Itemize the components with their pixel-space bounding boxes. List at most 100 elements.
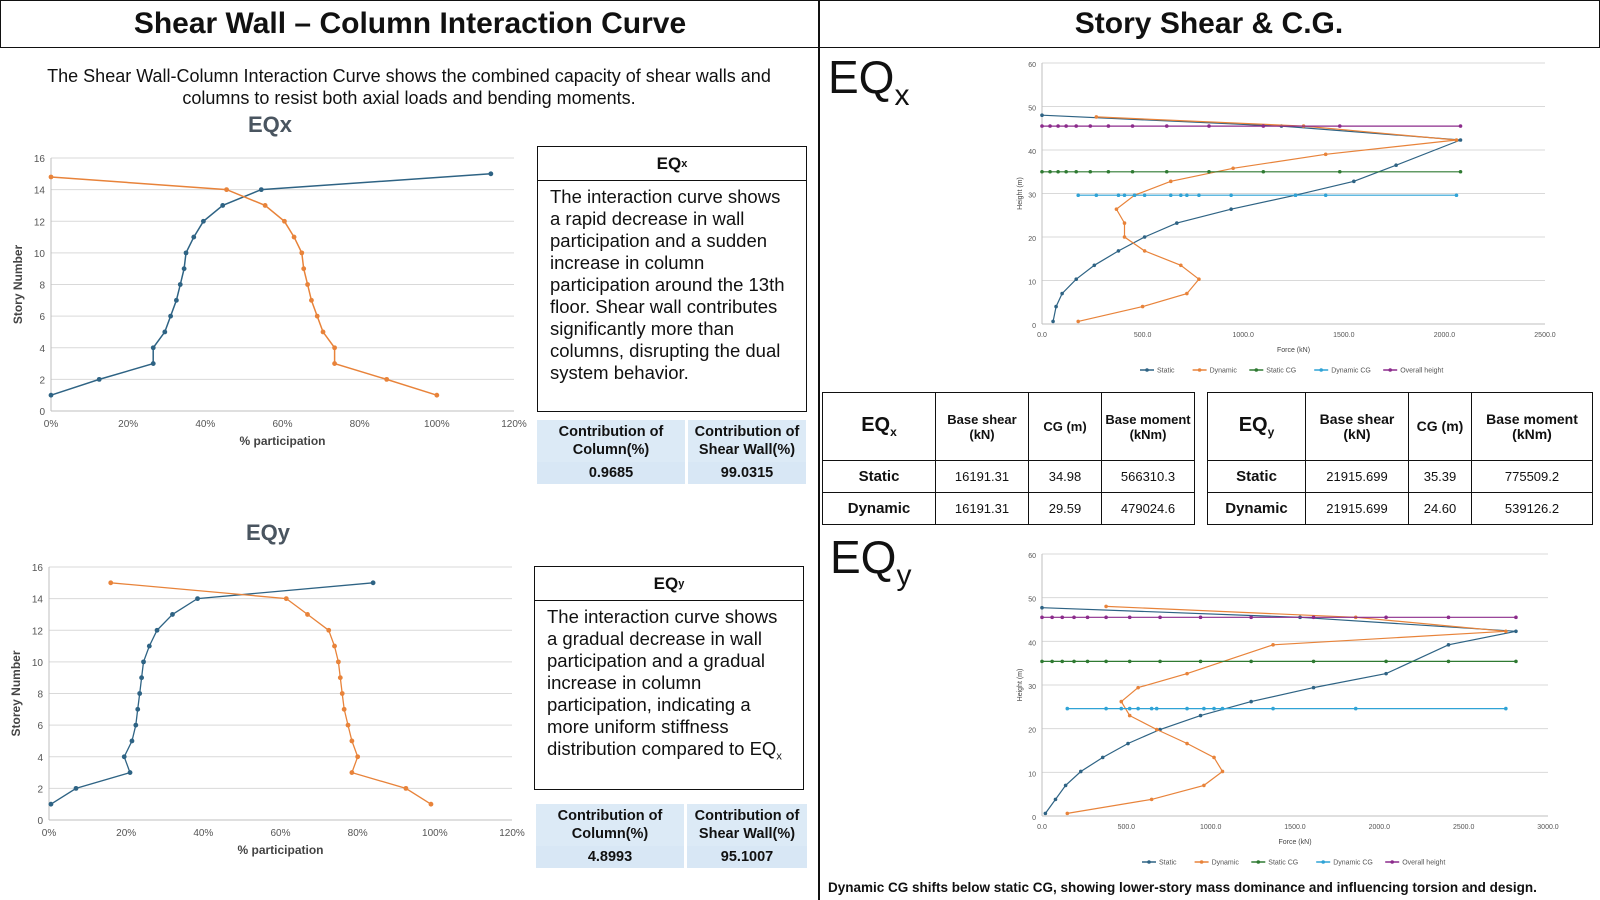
- data-point: [1154, 727, 1159, 732]
- eqx-chart-title: EQx: [248, 112, 293, 137]
- data-point: [1249, 659, 1253, 664]
- y-tick-label: 0: [1032, 323, 1036, 330]
- data-point: [139, 675, 145, 681]
- footer-note: Dynamic CG shifts below static CG, showi…: [828, 880, 1537, 895]
- x-tick-label: 2000.0: [1369, 824, 1391, 831]
- data-point: [1072, 659, 1076, 664]
- data-point: [1198, 615, 1203, 620]
- data-point: [1198, 713, 1203, 718]
- data-point: [299, 250, 305, 256]
- data-point: [1212, 755, 1216, 760]
- x-axis-label: Force (kN): [1277, 347, 1310, 354]
- data-point: [146, 643, 152, 649]
- table-header: Base moment (kNm): [1471, 392, 1593, 461]
- data-point: [1353, 706, 1358, 711]
- data-point: [1076, 193, 1081, 198]
- eqx-story-shear-chart: 0 10 20 30 40 50 60 0.0 500.0 1000.0 1500.0 2000.0 2…: [1017, 62, 1556, 375]
- data-point: [1130, 124, 1135, 128]
- data-point: [1175, 221, 1179, 225]
- eqy-contribution-table: Contribution of Column(%) Contribution of…: [533, 804, 810, 868]
- y-tick-label: 14: [32, 595, 44, 606]
- left-panel-title: Shear Wall – Column Interaction Curve: [0, 0, 820, 48]
- data-point: [1053, 797, 1058, 802]
- x-tick-label: 0.0: [1037, 824, 1047, 831]
- x-tick-label: 40%: [193, 828, 213, 839]
- row-label: Static: [822, 460, 936, 493]
- y-tick-label: 0: [39, 407, 45, 418]
- table-cell: 21915.699: [1305, 460, 1409, 493]
- data-point: [1158, 615, 1162, 620]
- data-point: [1100, 755, 1105, 760]
- data-point: [1249, 615, 1253, 620]
- data-point: [1202, 783, 1206, 788]
- data-point: [1164, 124, 1169, 128]
- data-point: [1104, 706, 1108, 711]
- data-point: [301, 266, 307, 272]
- data-point: [1261, 124, 1266, 128]
- table-cell: 35.39: [1408, 460, 1472, 493]
- data-point: [1207, 169, 1211, 174]
- data-point: [1185, 706, 1189, 711]
- legend-label: Static: [1159, 860, 1177, 867]
- y-tick-label: 12: [32, 626, 44, 637]
- data-point: [1074, 124, 1079, 128]
- eqy-wall-header: Contribution of Shear Wall(%): [687, 804, 807, 846]
- data-point: [137, 691, 143, 696]
- y-tick-label: 40: [1028, 640, 1036, 647]
- data-point: [314, 313, 320, 319]
- data-point: [1207, 124, 1211, 128]
- legend-marker: [1147, 860, 1151, 864]
- data-point: [488, 171, 494, 177]
- data-point: [1271, 643, 1275, 647]
- eqy-box-title: EQ y: [535, 567, 803, 601]
- table-cell: 566310.3: [1101, 460, 1195, 493]
- data-point: [224, 187, 229, 193]
- x-tick-label: 100%: [422, 828, 448, 839]
- data-point: [1164, 169, 1169, 174]
- data-point: [1060, 659, 1065, 664]
- data-point: [1043, 811, 1048, 816]
- data-point: [1056, 124, 1060, 128]
- data-point: [1076, 319, 1081, 324]
- y-tick-label: 50: [1028, 106, 1036, 113]
- data-point: [335, 659, 341, 665]
- x-axis-label: % participation: [237, 843, 323, 857]
- data-point: [1104, 604, 1108, 609]
- data-point: [1384, 659, 1388, 664]
- data-point: [1106, 169, 1111, 174]
- y-tick-label: 40: [1028, 149, 1036, 156]
- data-point: [370, 580, 376, 586]
- data-point: [1054, 304, 1058, 309]
- data-point: [1454, 138, 1459, 142]
- y-tick-label: 10: [32, 658, 44, 669]
- x-tick-label: 120%: [501, 419, 527, 430]
- data-point: [1446, 615, 1451, 620]
- panel-divider: [818, 0, 820, 900]
- eqx-wall-value: 99.0315: [688, 462, 806, 484]
- data-point: [1063, 783, 1068, 788]
- table-cell: 16191.31: [935, 460, 1029, 493]
- data-point: [355, 754, 361, 760]
- data-point: [1220, 769, 1225, 774]
- data-point: [1293, 193, 1298, 198]
- data-point: [1140, 304, 1145, 309]
- data-point: [1127, 615, 1132, 620]
- legend-label: Static: [1157, 368, 1175, 375]
- data-point: [1446, 659, 1451, 664]
- data-point: [177, 282, 183, 287]
- table-cell: 29.59: [1028, 492, 1102, 525]
- data-point: [1311, 615, 1316, 620]
- data-point: [1106, 124, 1111, 128]
- data-point: [1104, 659, 1108, 664]
- eqy-story-shear-chart: 0 10 20 30 40 50 60 0.0 500.0 1000.0 1500.0 2000.0 2…: [1017, 553, 1559, 867]
- data-point: [1458, 138, 1463, 142]
- data-point: [1212, 706, 1216, 711]
- data-point: [428, 801, 434, 807]
- data-point: [191, 234, 197, 240]
- data-point: [121, 754, 127, 760]
- x-tick-label: 80%: [350, 419, 370, 430]
- data-point: [1040, 113, 1044, 117]
- x-tick-label: 20%: [116, 828, 136, 839]
- data-point: [1132, 193, 1137, 198]
- x-tick-label: 20%: [118, 419, 138, 430]
